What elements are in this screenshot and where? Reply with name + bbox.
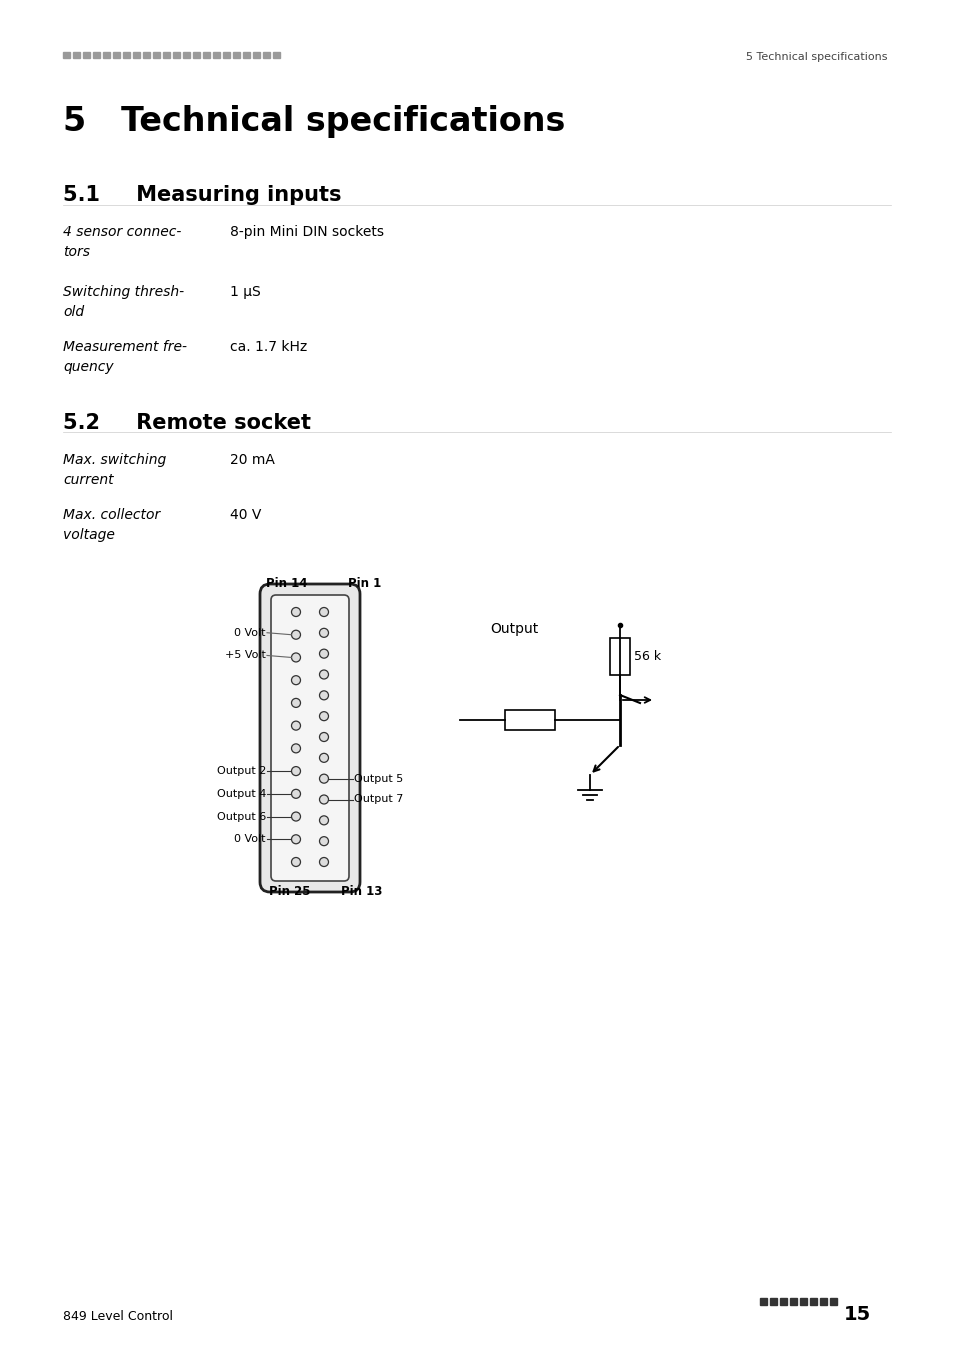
Bar xyxy=(213,53,220,58)
Circle shape xyxy=(319,670,328,679)
Circle shape xyxy=(319,691,328,699)
Bar xyxy=(63,53,70,58)
Text: 15: 15 xyxy=(843,1305,870,1324)
Bar xyxy=(780,1297,786,1305)
Bar xyxy=(800,1297,806,1305)
Bar xyxy=(163,53,170,58)
Circle shape xyxy=(319,608,328,617)
Text: Switching thresh-
old: Switching thresh- old xyxy=(63,285,184,319)
Circle shape xyxy=(319,815,328,825)
Bar xyxy=(143,53,150,58)
Bar xyxy=(183,53,190,58)
Bar xyxy=(809,1297,816,1305)
Bar xyxy=(263,53,270,58)
Text: 8-pin Mini DIN sockets: 8-pin Mini DIN sockets xyxy=(230,225,384,239)
Circle shape xyxy=(292,790,300,798)
Circle shape xyxy=(292,857,300,867)
FancyBboxPatch shape xyxy=(271,595,349,882)
Bar xyxy=(243,53,250,58)
Text: Pin 25: Pin 25 xyxy=(269,886,310,898)
Bar xyxy=(123,53,130,58)
Circle shape xyxy=(292,653,300,662)
Text: 1 μS: 1 μS xyxy=(230,285,260,298)
Text: 20 mA: 20 mA xyxy=(230,454,274,467)
Bar xyxy=(83,53,90,58)
Bar xyxy=(233,53,240,58)
Bar xyxy=(152,53,160,58)
Circle shape xyxy=(319,857,328,867)
Bar xyxy=(203,53,210,58)
Bar xyxy=(223,53,230,58)
Bar xyxy=(73,53,80,58)
Text: Output 6: Output 6 xyxy=(216,811,266,822)
Circle shape xyxy=(292,676,300,684)
Text: Output 5: Output 5 xyxy=(354,774,403,783)
Text: 0 Volt: 0 Volt xyxy=(234,628,266,637)
Circle shape xyxy=(319,795,328,805)
Circle shape xyxy=(319,733,328,741)
Circle shape xyxy=(292,608,300,617)
Text: ca. 1.7 kHz: ca. 1.7 kHz xyxy=(230,340,307,354)
Text: Output 2: Output 2 xyxy=(216,765,266,776)
Text: Output 7: Output 7 xyxy=(354,795,403,805)
Circle shape xyxy=(319,774,328,783)
Text: 0 Volt: 0 Volt xyxy=(234,834,266,844)
Circle shape xyxy=(292,721,300,730)
Bar xyxy=(172,53,180,58)
Circle shape xyxy=(292,744,300,753)
Circle shape xyxy=(292,698,300,707)
Text: 40 V: 40 V xyxy=(230,508,261,522)
Bar xyxy=(820,1297,826,1305)
Circle shape xyxy=(292,834,300,844)
Text: Output 4: Output 4 xyxy=(216,788,266,799)
Bar xyxy=(760,1297,766,1305)
Bar xyxy=(253,53,260,58)
Text: 5   Technical specifications: 5 Technical specifications xyxy=(63,105,565,138)
Bar xyxy=(92,53,100,58)
Bar xyxy=(609,639,629,675)
Text: 5.1     Measuring inputs: 5.1 Measuring inputs xyxy=(63,185,341,205)
Text: Pin 14: Pin 14 xyxy=(266,576,308,590)
FancyBboxPatch shape xyxy=(260,585,359,892)
Bar xyxy=(132,53,140,58)
Text: Pin 1: Pin 1 xyxy=(348,576,381,590)
Circle shape xyxy=(319,711,328,721)
Bar xyxy=(193,53,200,58)
Text: 5.2     Remote socket: 5.2 Remote socket xyxy=(63,413,311,433)
Circle shape xyxy=(319,628,328,637)
Circle shape xyxy=(319,753,328,763)
Text: 4 sensor connec-
tors: 4 sensor connec- tors xyxy=(63,225,181,258)
Bar xyxy=(769,1297,776,1305)
Text: 849 Level Control: 849 Level Control xyxy=(63,1310,172,1323)
Text: Output: Output xyxy=(490,622,537,636)
Bar xyxy=(273,53,280,58)
Bar xyxy=(504,710,555,730)
Circle shape xyxy=(292,767,300,776)
Bar xyxy=(103,53,110,58)
Circle shape xyxy=(319,837,328,845)
Bar xyxy=(789,1297,796,1305)
Text: 56 k: 56 k xyxy=(634,649,660,663)
Text: Measurement fre-
quency: Measurement fre- quency xyxy=(63,340,187,374)
Bar xyxy=(829,1297,836,1305)
Text: Pin 13: Pin 13 xyxy=(340,886,382,898)
Text: Max. collector
voltage: Max. collector voltage xyxy=(63,508,160,541)
Text: +5 Volt: +5 Volt xyxy=(225,651,266,660)
Text: Max. switching
current: Max. switching current xyxy=(63,454,166,486)
Circle shape xyxy=(292,630,300,640)
Circle shape xyxy=(292,813,300,821)
Bar xyxy=(112,53,120,58)
Text: 5 Technical specifications: 5 Technical specifications xyxy=(745,53,887,62)
Circle shape xyxy=(319,649,328,659)
